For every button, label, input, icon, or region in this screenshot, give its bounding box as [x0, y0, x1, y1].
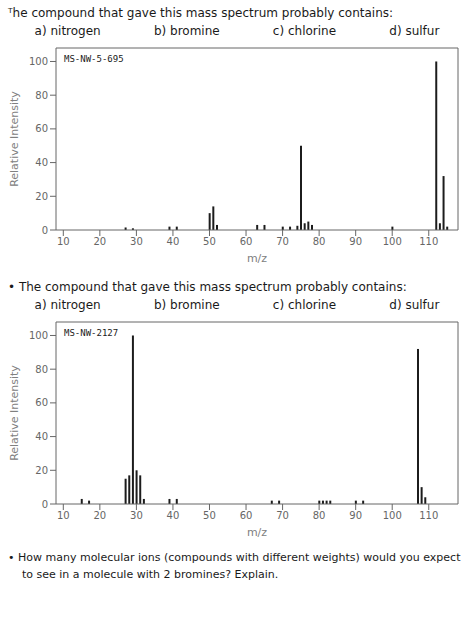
svg-text:60: 60: [35, 397, 48, 408]
svg-text:80: 80: [35, 364, 48, 375]
svg-text:100: 100: [383, 236, 402, 247]
svg-text:Relative Intensity: Relative Intensity: [8, 365, 21, 461]
svg-text:0: 0: [42, 225, 48, 236]
svg-text:40: 40: [35, 431, 48, 442]
html-text:c) chlorine: c) chlorine: [272, 24, 337, 38]
svg-text:Relative Intensity: Relative Intensity: [8, 91, 21, 187]
html-text:a) nitrogen: a) nitrogen: [34, 24, 101, 38]
html-text:d) sulfur: d) sulfur: [389, 24, 440, 38]
svg-text:10: 10: [57, 236, 70, 247]
svg-text:0: 0: [42, 499, 48, 510]
html-text:• How many molecular ions (com: • How many molecular ions (compounds wit…: [8, 551, 461, 564]
svg-text:10: 10: [57, 510, 70, 521]
svg-text:110: 110: [419, 236, 438, 247]
svg-text:80: 80: [35, 90, 48, 101]
svg-text:20: 20: [35, 191, 48, 202]
svg-text:m/z: m/z: [247, 252, 267, 265]
svg-text:40: 40: [35, 157, 48, 168]
svg-text:20: 20: [93, 236, 106, 247]
html-text:b) bromine: b) bromine: [153, 24, 220, 38]
svg-text:90: 90: [349, 236, 362, 247]
svg-text:50: 50: [203, 236, 216, 247]
svg-text:100: 100: [29, 56, 48, 67]
svg-text:60: 60: [35, 123, 48, 134]
svg-text:110: 110: [419, 510, 438, 521]
svg-text:50: 50: [203, 510, 216, 521]
svg-text:60: 60: [240, 510, 253, 521]
html-text:to see in a molecule with 2 br: to see in a molecule with 2 bromines? Ex…: [22, 567, 279, 581]
svg-text:m/z: m/z: [247, 526, 267, 539]
svg-text:40: 40: [167, 510, 180, 521]
html-text:• The compound that gave this: • The compound that gave this mass spect…: [8, 280, 407, 294]
html-text:c) chlorine: c) chlorine: [272, 298, 337, 312]
html-text:a) nitrogen: a) nitrogen: [34, 298, 101, 312]
svg-text:90: 90: [349, 510, 362, 521]
svg-text:80: 80: [313, 236, 326, 247]
html-text:MS-NW-5-695: MS-NW-5-695: [64, 54, 124, 64]
svg-text:30: 30: [130, 510, 143, 521]
svg-text:100: 100: [29, 330, 48, 341]
svg-text:30: 30: [130, 236, 143, 247]
svg-text:20: 20: [93, 510, 106, 521]
html-text:MS-NW-2127: MS-NW-2127: [64, 328, 119, 338]
svg-text:70: 70: [276, 236, 289, 247]
html-text:b) bromine: b) bromine: [153, 298, 220, 312]
svg-text:60: 60: [240, 236, 253, 247]
svg-text:40: 40: [167, 236, 180, 247]
svg-text:20: 20: [35, 465, 48, 476]
svg-text:80: 80: [313, 510, 326, 521]
svg-text:70: 70: [276, 510, 289, 521]
html-text:d) sulfur: d) sulfur: [389, 298, 440, 312]
svg-text:100: 100: [383, 510, 402, 521]
html-text:ᵀhe compound that gave this ma: ᵀhe compound that gave this mass spectru…: [8, 6, 394, 20]
